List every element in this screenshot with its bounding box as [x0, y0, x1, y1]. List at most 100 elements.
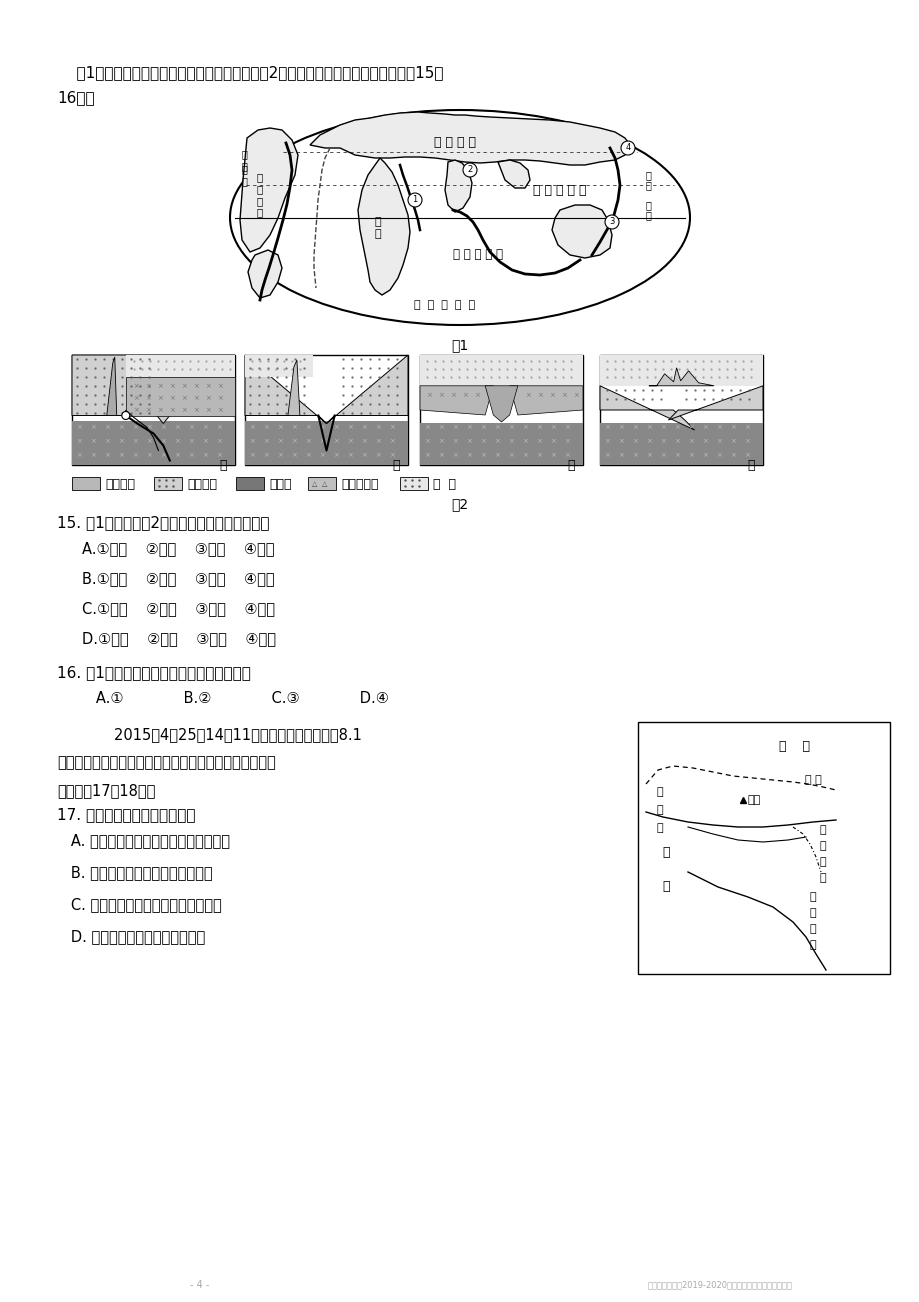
Bar: [126, 355, 234, 378]
Text: ×: ×: [561, 392, 566, 398]
Text: ×: ×: [90, 453, 96, 458]
Bar: [244, 355, 407, 465]
Bar: [637, 723, 889, 974]
Polygon shape: [551, 204, 611, 258]
Text: ×: ×: [494, 424, 499, 430]
Text: ×: ×: [549, 392, 554, 398]
Text: ×: ×: [263, 453, 268, 458]
Text: ×: ×: [701, 437, 707, 444]
Text: ×: ×: [174, 439, 180, 444]
Text: 欧 亚 板 块: 欧 亚 板 块: [434, 137, 475, 150]
Text: 印 度 洋 板 块: 印 度 洋 板 块: [452, 249, 503, 262]
Text: ×: ×: [480, 424, 485, 430]
Bar: [153, 477, 182, 490]
Text: ×: ×: [76, 424, 82, 431]
Text: ×: ×: [537, 392, 542, 398]
Text: 2: 2: [467, 165, 472, 174]
Text: ×: ×: [730, 424, 735, 430]
Text: ×: ×: [217, 383, 222, 389]
Text: ×: ×: [263, 439, 268, 444]
Text: ×: ×: [645, 437, 652, 444]
Text: ×: ×: [118, 439, 124, 444]
Text: ×: ×: [425, 392, 431, 398]
Text: 浙江省丽水四校2019-2020学年高一地理上学期期中试题: 浙江省丽水四校2019-2020学年高一地理上学期期中试题: [647, 1280, 791, 1289]
Text: ×: ×: [437, 452, 444, 458]
Text: ×: ×: [174, 424, 180, 431]
Text: ×: ×: [290, 439, 297, 444]
Bar: [400, 477, 427, 490]
Bar: [72, 477, 100, 490]
Text: ×: ×: [346, 424, 353, 431]
Text: 大陆地壳: 大陆地壳: [187, 478, 217, 491]
Text: 太 平 洋 板 块: 太 平 洋 板 块: [533, 184, 586, 197]
Text: ×: ×: [146, 439, 152, 444]
Text: ×: ×: [563, 437, 569, 444]
Text: ×: ×: [461, 392, 468, 398]
Text: ×: ×: [375, 453, 380, 458]
Text: ×: ×: [645, 424, 652, 430]
Text: 度: 度: [662, 880, 669, 893]
Text: ×: ×: [202, 439, 208, 444]
Text: ×: ×: [451, 437, 458, 444]
Text: ×: ×: [319, 453, 324, 458]
Polygon shape: [95, 357, 117, 415]
Text: ×: ×: [187, 439, 194, 444]
Text: ×: ×: [659, 452, 665, 458]
Text: ×: ×: [521, 437, 528, 444]
Text: ×: ×: [90, 424, 96, 431]
Text: ×: ×: [507, 437, 514, 444]
Text: ×: ×: [346, 453, 353, 458]
Text: ×: ×: [249, 424, 255, 431]
Text: ×: ×: [550, 437, 555, 444]
Text: 海  水: 海 水: [433, 478, 456, 491]
Text: ×: ×: [494, 437, 499, 444]
Text: ×: ×: [333, 439, 338, 444]
Text: ×: ×: [687, 452, 693, 458]
Polygon shape: [420, 385, 493, 415]
Text: ×: ×: [631, 424, 637, 430]
Text: ×: ×: [424, 452, 429, 458]
Text: ×: ×: [157, 408, 163, 413]
Bar: [420, 423, 583, 465]
Text: ×: ×: [333, 453, 338, 458]
Text: ×: ×: [202, 453, 208, 458]
Text: 图1: 图1: [451, 339, 468, 352]
Text: ×: ×: [277, 439, 283, 444]
Text: ×: ×: [205, 383, 210, 389]
Text: ×: ×: [687, 424, 693, 430]
Text: ×: ×: [90, 439, 96, 444]
Text: ×: ×: [715, 424, 721, 430]
Text: ×: ×: [205, 408, 210, 413]
Text: ×: ×: [146, 453, 152, 458]
Text: ×: ×: [217, 395, 222, 401]
Text: ×: ×: [181, 395, 187, 401]
Text: 丁: 丁: [746, 460, 754, 473]
Text: 块: 块: [644, 180, 651, 190]
Text: 16题。: 16题。: [57, 90, 95, 105]
Text: 4: 4: [625, 143, 630, 152]
Polygon shape: [248, 250, 282, 298]
Text: ×: ×: [249, 453, 255, 458]
Text: ×: ×: [687, 437, 693, 444]
Text: 美
洲: 美 洲: [241, 150, 246, 171]
Text: ×: ×: [290, 453, 297, 458]
Text: ×: ×: [507, 424, 514, 430]
Text: 板: 板: [644, 171, 651, 180]
Text: ×: ×: [618, 452, 623, 458]
Text: ×: ×: [169, 395, 175, 401]
Text: 16. 图1中四海域，由于上升流形成渔场的是: 16. 图1中四海域，由于上升流形成渔场的是: [57, 665, 251, 680]
Text: ×: ×: [375, 424, 380, 431]
Text: ×: ×: [118, 453, 124, 458]
Text: A.①             B.②             C.③             D.④: A.① B.② C.③ D.④: [82, 691, 389, 706]
Text: ×: ×: [389, 453, 394, 458]
Text: 震中: 震中: [747, 796, 760, 805]
Text: 15. 图1中四地与图2板块边界类型对应正确的是: 15. 图1中四地与图2板块边界类型对应正确的是: [57, 516, 269, 530]
Text: ×: ×: [424, 424, 429, 430]
Text: ×: ×: [494, 452, 499, 458]
Text: ×: ×: [249, 439, 255, 444]
Text: 图2: 图2: [451, 497, 468, 510]
Text: ×: ×: [389, 424, 394, 431]
Text: ×: ×: [174, 453, 180, 458]
Text: ×: ×: [145, 395, 151, 401]
Text: 1: 1: [412, 195, 417, 204]
